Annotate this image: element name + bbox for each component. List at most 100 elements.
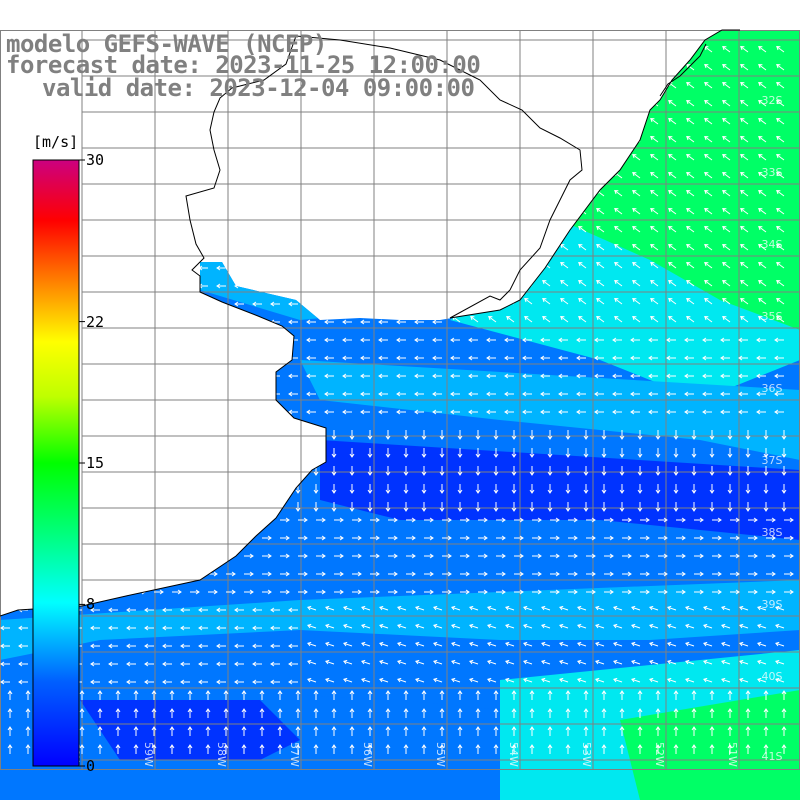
wind-arrow: [90, 661, 100, 667]
wind-arrow: [722, 172, 731, 179]
coastline: [0, 35, 327, 617]
wind-arrow: [18, 661, 28, 667]
wind-arrow: [631, 623, 641, 629]
wind-arrow: [756, 337, 766, 343]
wind-arrow: [468, 391, 478, 397]
wind-arrow: [595, 677, 605, 683]
wind-arrow: [90, 625, 100, 631]
wind-arrow: [532, 571, 542, 577]
wind-arrow: [727, 430, 733, 440]
wind-arrow: [559, 623, 569, 629]
wind-arrow: [758, 46, 767, 53]
wind-arrow: [596, 208, 605, 215]
colorbar-label: 22: [86, 312, 105, 331]
wind-arrow: [722, 136, 731, 143]
wind-arrow: [108, 607, 118, 613]
longitude-labels: 60W59W58W57W56W55W54W53W52W51W: [69, 742, 739, 767]
wind-arrow: [722, 316, 731, 323]
wind-arrow: [637, 430, 643, 440]
wind-arrow: [691, 690, 697, 700]
wind-arrow: [18, 679, 28, 685]
wind-arrow: [740, 136, 749, 143]
wind-arrow: [396, 391, 406, 397]
wind-arrow: [342, 409, 352, 415]
wind-arrow: [349, 726, 355, 736]
wind-arrow: [277, 708, 283, 718]
wind-arrow: [432, 337, 442, 343]
wind-arrow: [288, 301, 298, 307]
wind-arrow: [385, 466, 391, 476]
wind-arrow: [631, 659, 641, 665]
wind-arrow: [541, 677, 551, 683]
wind-arrow: [757, 605, 767, 611]
wind-arrow: [313, 726, 319, 736]
wind-arrow: [649, 641, 659, 647]
wind-arrow: [577, 677, 587, 683]
wind-arrow: [594, 409, 604, 415]
wind-arrow: [686, 136, 695, 143]
wind-arrow: [542, 316, 551, 323]
wind-arrow: [559, 605, 569, 611]
wind-arrow: [781, 448, 787, 458]
wind-arrow: [703, 641, 713, 647]
wind-arrow: [379, 641, 389, 647]
wind-arrow: [704, 82, 713, 89]
wind-arrow: [379, 659, 389, 665]
wind-arrow: [421, 484, 427, 494]
wind-arrow: [740, 118, 749, 125]
wind-arrow: [658, 571, 668, 577]
wind-arrow: [367, 466, 373, 476]
wind-arrow: [415, 641, 425, 647]
wind-arrow: [457, 430, 463, 440]
wind-arrow: [226, 571, 236, 577]
wind-arrow: [722, 244, 731, 251]
wind-arrow: [439, 502, 445, 512]
wind-arrow: [758, 136, 767, 143]
longitude-label: 55W: [434, 742, 447, 767]
wind-arrow: [493, 484, 499, 494]
wind-arrow: [781, 502, 787, 512]
wind-arrow: [730, 589, 740, 595]
wind-arrow: [721, 623, 731, 629]
wind-arrow: [241, 726, 247, 736]
wind-arrow: [241, 690, 247, 700]
wind-arrow: [180, 661, 190, 667]
wind-arrow: [594, 337, 604, 343]
wind-arrow: [360, 409, 370, 415]
wind-arrow: [650, 118, 659, 125]
wind-arrow: [295, 744, 301, 754]
wind-arrow: [686, 172, 695, 179]
wind-arrow: [403, 448, 409, 458]
latitude-label: 34S: [762, 238, 783, 251]
wind-arrow: [666, 355, 676, 361]
wind-arrow: [558, 355, 568, 361]
wind-arrow: [709, 708, 715, 718]
wind-arrow: [595, 623, 605, 629]
wind-arrow: [460, 589, 470, 595]
wind-arrow: [691, 466, 697, 476]
wind-arrow: [632, 208, 641, 215]
wind-arrow: [676, 553, 686, 559]
wind-arrow: [630, 409, 640, 415]
wind-arrow: [558, 373, 568, 379]
wind-arrow: [378, 373, 388, 379]
wind-arrow: [613, 605, 623, 611]
wind-arrow: [577, 659, 587, 665]
wind-arrow: [578, 316, 587, 323]
wind-arrow: [583, 484, 589, 494]
wind-arrow: [349, 708, 355, 718]
wind-arrow: [565, 502, 571, 512]
coastline-north: [295, 29, 740, 319]
wind-arrow: [614, 298, 623, 305]
wind-arrow: [415, 659, 425, 665]
wind-arrow: [385, 484, 391, 494]
wind-arrow: [306, 391, 316, 397]
wind-arrow: [313, 708, 319, 718]
wind-arrow: [640, 535, 650, 541]
wind-arrow: [352, 553, 362, 559]
wind-arrow: [198, 679, 208, 685]
wind-arrow: [288, 319, 298, 325]
wind-arrow: [7, 708, 13, 718]
wind-arrow: [547, 744, 553, 754]
wind-arrow: [686, 100, 695, 107]
